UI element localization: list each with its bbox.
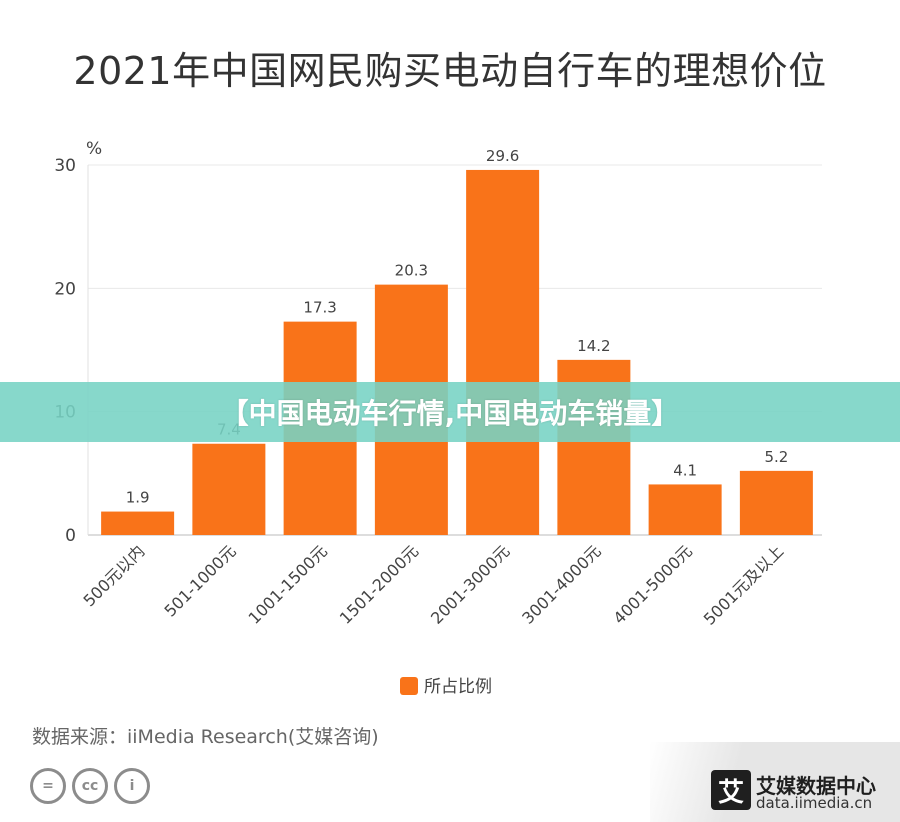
license-icons: = cc i: [30, 768, 150, 804]
x-tick-label: 2001-3000元: [427, 541, 513, 627]
x-tick-label: 3001-4000元: [518, 541, 604, 627]
bar: [101, 511, 175, 535]
bar: [192, 443, 266, 535]
x-tick-label: 500元以内: [79, 541, 148, 610]
bar: [648, 484, 722, 535]
attribution-icon: i: [114, 768, 150, 804]
y-tick-label: 20: [54, 279, 76, 299]
brand-url: data.iimedia.cn: [756, 794, 873, 812]
brand-background: [650, 742, 900, 822]
bar: [466, 169, 540, 535]
data-label: 17.3: [303, 299, 336, 317]
bar: [739, 470, 813, 535]
data-label: 29.6: [486, 147, 519, 165]
y-tick-label: 30: [54, 156, 76, 176]
source-text: 数据来源：iiMedia Research(艾媒咨询): [32, 726, 379, 748]
bar-chart: 0102030%1.9500元以内7.4501-1000元17.31001-15…: [54, 139, 822, 697]
x-tick-label: 1501-2000元: [336, 541, 422, 627]
brand-name: 艾媒数据中心: [756, 774, 876, 798]
y-tick-label: 0: [65, 526, 76, 546]
x-tick-label: 501-1000元: [160, 541, 239, 620]
x-tick-label: 1001-1500元: [245, 541, 331, 627]
brand-logo-icon: 艾: [711, 770, 751, 810]
legend-swatch: [400, 677, 418, 695]
data-label: 20.3: [395, 262, 428, 280]
y-axis-unit: %: [86, 139, 102, 159]
legend-label: 所占比例: [424, 677, 492, 697]
data-label: 4.1: [673, 461, 697, 479]
creative-commons-icon: cc: [72, 768, 108, 804]
overlay-banner: 【中国电动车行情,中国电动车销量】: [0, 382, 900, 442]
data-label: 1.9: [126, 489, 150, 507]
data-label: 5.2: [764, 448, 788, 466]
x-tick-label: 4001-5000元: [610, 541, 696, 627]
data-label: 14.2: [577, 337, 610, 355]
no-derivatives-icon: =: [30, 768, 66, 804]
chart-title: 2021年中国网民购买电动自行车的理想价位: [73, 49, 827, 93]
overlay-banner-text: 【中国电动车行情,中国电动车销量】: [220, 397, 680, 430]
x-tick-label: 5001元及以上: [700, 541, 787, 628]
